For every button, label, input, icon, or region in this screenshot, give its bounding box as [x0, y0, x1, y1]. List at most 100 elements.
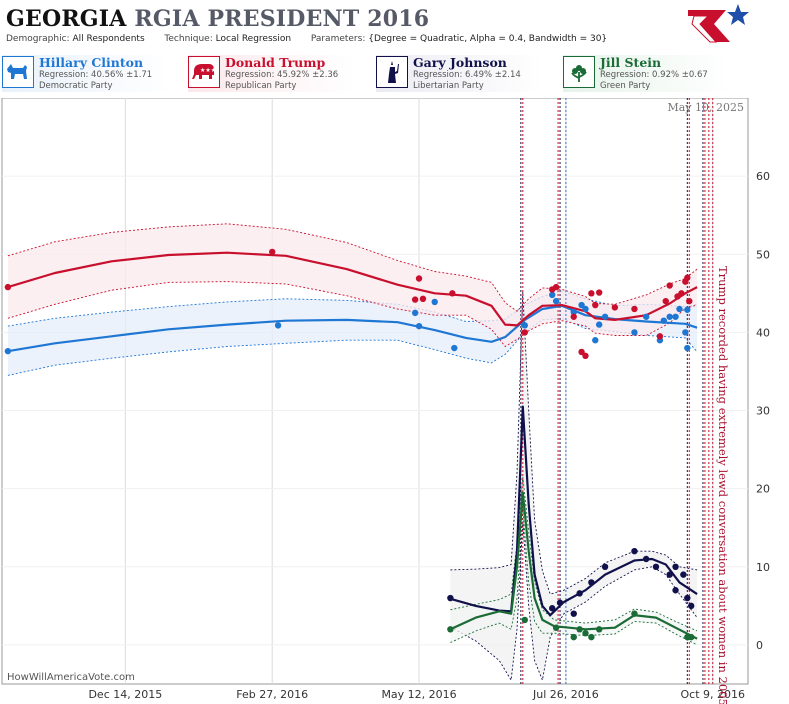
- regression-chart: 0 10 20 30 40 50 60 Dec 14, 2015 Feb 27, 2016 May…: [1, 98, 770, 704]
- poll-point-donald-trump: [4, 283, 12, 291]
- poll-point-donald-trump: [415, 275, 423, 282]
- demographic-value: All Respondents: [72, 34, 145, 44]
- poll-point-gary-johnson: [684, 594, 691, 602]
- poll-point-jill-stein: [582, 630, 589, 637]
- parameters-value: {Degree = Quadratic, Alpha = 0.4, Bandwi…: [368, 34, 608, 44]
- demographic-label: Demographic:: [6, 34, 70, 44]
- poll-point-hillary-clinton: [582, 305, 589, 313]
- regression-line-jill-stein: [449, 491, 698, 640]
- technique-label: Technique:: [164, 34, 213, 44]
- poll-point-hillary-clinton: [548, 291, 556, 299]
- poll-point-donald-trump: [592, 301, 599, 309]
- x-tick-label: Oct 9, 2016: [680, 688, 745, 701]
- x-tick-label: Dec 14, 2015: [88, 688, 162, 701]
- poll-point-hillary-clinton: [415, 322, 423, 330]
- liberty-icon: [376, 56, 408, 88]
- y-tick-label: 20: [756, 483, 770, 496]
- poll-point-gary-johnson: [680, 571, 687, 578]
- candidate-name: Jill Stein: [600, 55, 662, 70]
- candidate-party: Green Party: [600, 81, 651, 91]
- legend-donald-trump: ★★★ Donald Trump Regression: 45.92% ±2.3…: [188, 55, 374, 92]
- elephant-icon: ★★★: [188, 56, 220, 88]
- poll-point-hillary-clinton: [660, 317, 668, 324]
- candidate-regression: Regression: 45.92% ±2.36: [225, 70, 339, 80]
- y-tick-label: 50: [756, 248, 770, 261]
- donkey-icon: [2, 56, 34, 88]
- poll-point-gary-johnson: [548, 605, 556, 612]
- flower-icon: [563, 56, 595, 88]
- regression-line-donald-trump: [7, 251, 698, 327]
- y-tick-label: 60: [756, 170, 770, 183]
- candidate-name: Donald Trump: [225, 55, 326, 70]
- poll-point-hillary-clinton: [595, 321, 603, 328]
- poll-point-gary-johnson: [556, 599, 564, 606]
- source-label: HowWillAmericaVote.com: [7, 672, 135, 683]
- poll-point-hillary-clinton: [451, 344, 458, 352]
- poll-point-hillary-clinton: [570, 308, 577, 316]
- poll-point-gary-johnson: [672, 587, 679, 594]
- candidate-party: Democratic Party: [39, 81, 113, 91]
- poll-point-jill-stein: [521, 616, 528, 624]
- poll-point-donald-trump: [521, 329, 528, 336]
- chart-title: GEORGIA RGIA PRESIDENT 2016: [6, 6, 429, 32]
- poll-point-hillary-clinton: [684, 344, 691, 352]
- parameters-label: Parameters:: [310, 34, 366, 44]
- x-tick-label: May 12, 2016: [381, 688, 456, 701]
- poll-point-hillary-clinton: [631, 329, 638, 336]
- x-tick-label: Feb 27, 2016: [236, 688, 308, 701]
- candidate-party: Libertarian Party: [413, 81, 484, 91]
- poll-point-donald-trump: [582, 352, 589, 360]
- regression-line-gary-johnson: [450, 405, 698, 617]
- poll-point-donald-trump: [686, 297, 693, 305]
- legend-gary-johnson: Gary Johnson Regression: 6.49% ±2.14 Lib…: [376, 55, 562, 92]
- legend-hillary-clinton: Hillary Clinton Regression: 40.56% ±1.71…: [2, 55, 188, 92]
- poll-point-donald-trump: [684, 274, 691, 281]
- poll-point-hillary-clinton: [676, 305, 683, 313]
- technique-value: Local Regression: [215, 34, 292, 44]
- x-tick-label: Jul 26, 2016: [532, 688, 599, 701]
- parameters-line: Demographic: All Respondents Technique: …: [6, 34, 607, 44]
- poll-point-jill-stein: [595, 626, 603, 633]
- poll-point-donald-trump: [656, 333, 664, 340]
- y-tick-label: 40: [756, 326, 770, 339]
- poll-point-gary-johnson: [588, 579, 595, 586]
- plot-frame: [1, 98, 749, 685]
- poll-point-hillary-clinton: [521, 322, 528, 329]
- poll-point-gary-johnson: [601, 563, 609, 570]
- y-tick-label: 10: [756, 561, 770, 574]
- y-tick-label: 0: [756, 639, 763, 652]
- band-gary-johnson: [450, 291, 698, 681]
- poll-point-donald-trump: [449, 290, 456, 297]
- candidate-party: Republican Party: [225, 81, 297, 91]
- poll-point-jill-stein: [631, 610, 638, 617]
- poll-point-jill-stein: [588, 633, 595, 641]
- upper-bound-jill-stein: [450, 476, 698, 632]
- poll-point-donald-trump: [595, 289, 603, 296]
- poll-point-jill-stein: [447, 626, 454, 633]
- poll-point-hillary-clinton: [682, 329, 689, 336]
- lower-bound-jill-stein: [450, 508, 698, 646]
- poll-point-jill-stein: [570, 633, 577, 641]
- candidate-name: Hillary Clinton: [39, 55, 144, 70]
- poll-point-donald-trump: [631, 305, 638, 313]
- poll-point-hillary-clinton: [684, 306, 691, 313]
- title-rest: RGIA PRESIDENT 2016: [134, 6, 430, 32]
- poll-point-donald-trump: [269, 248, 276, 256]
- candidate-regression: Regression: 6.49% ±2.14: [413, 70, 521, 80]
- poll-point-hillary-clinton: [672, 313, 679, 320]
- y-tick-label: 30: [756, 405, 770, 418]
- poll-point-jill-stein: [552, 624, 560, 631]
- poll-point-donald-trump: [662, 297, 669, 305]
- poll-point-donald-trump: [552, 283, 560, 291]
- poll-point-donald-trump: [570, 313, 577, 320]
- poll-point-donald-trump: [678, 290, 685, 297]
- candidate-name: Gary Johnson: [413, 55, 507, 70]
- poll-point-hillary-clinton: [274, 322, 282, 329]
- poll-point-hillary-clinton: [666, 313, 673, 320]
- poll-point-gary-johnson: [666, 571, 673, 578]
- poll-point-hillary-clinton: [4, 347, 12, 355]
- poll-point-hillary-clinton: [411, 309, 419, 317]
- poll-point-jill-stein: [576, 626, 583, 633]
- poll-point-donald-trump: [578, 348, 585, 356]
- event-annotation: Trump recorded having extremely lewd con…: [716, 266, 730, 704]
